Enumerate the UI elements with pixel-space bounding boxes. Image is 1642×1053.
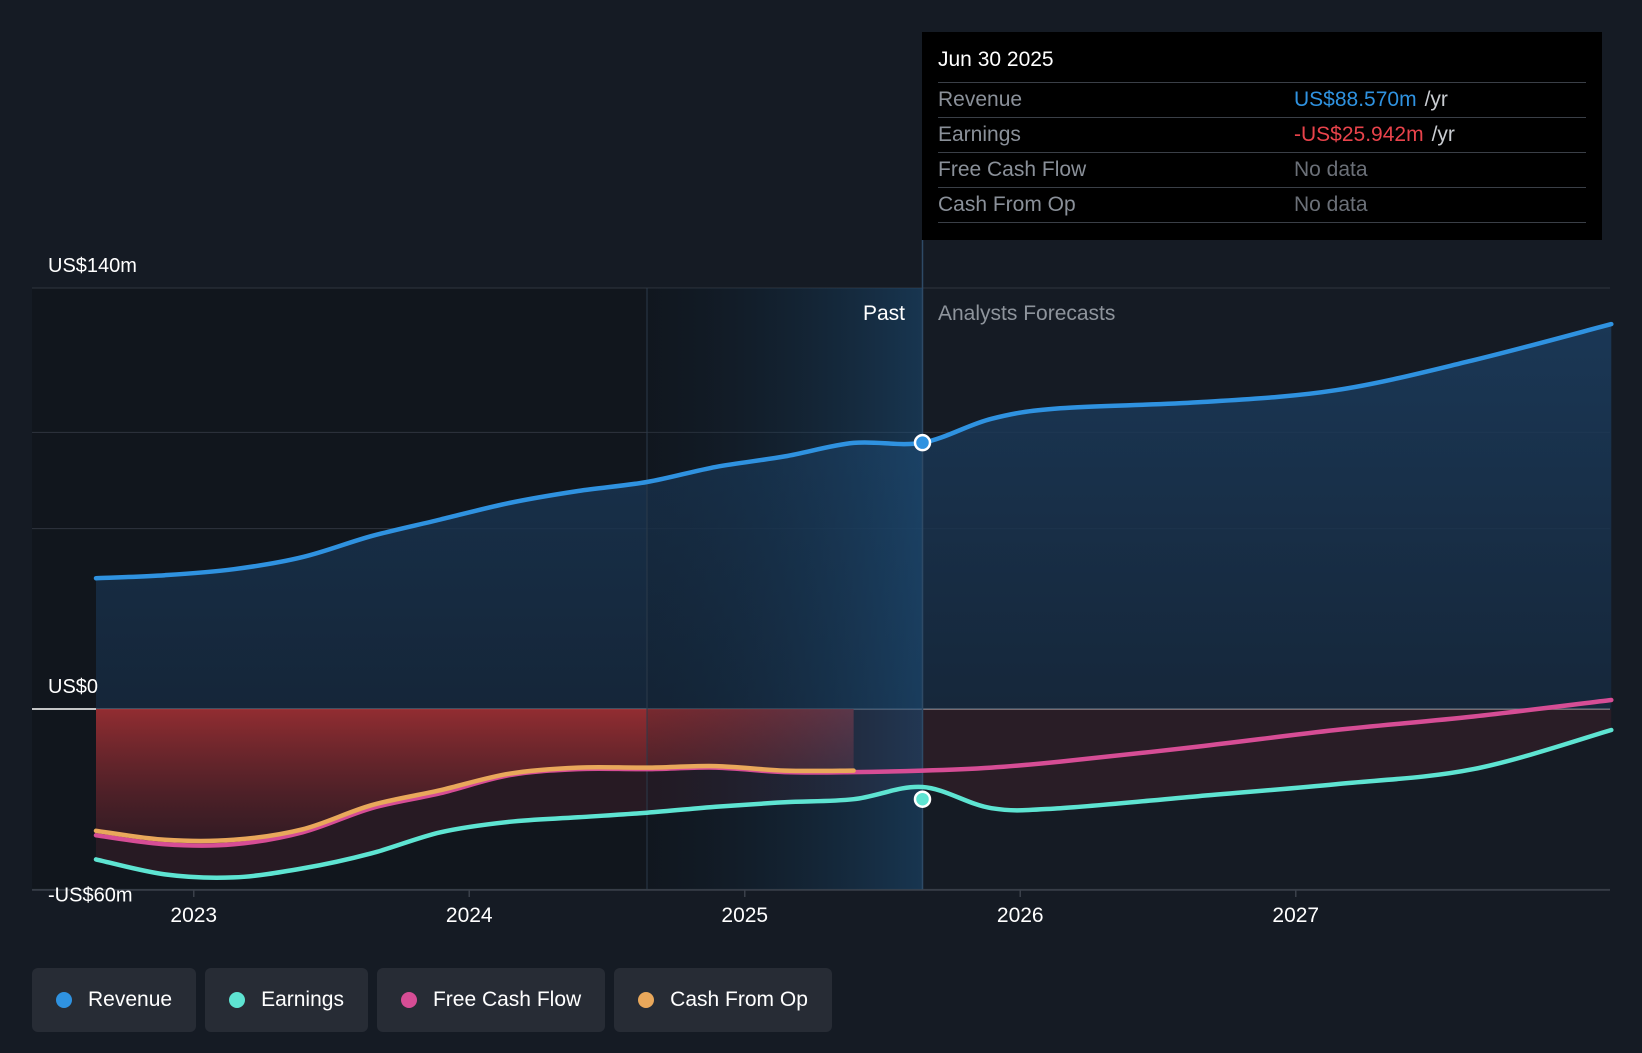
tooltip-unit: /yr	[1424, 88, 1448, 111]
tooltip-key: Earnings	[938, 123, 1021, 146]
x-tick-label: 2023	[170, 904, 217, 927]
tooltip-row-revenue: Revenue US$88.570m /yr	[938, 83, 1586, 118]
tooltip-row-free-cash-flow: Free Cash Flow No data	[938, 153, 1586, 188]
revenue-today-marker	[913, 433, 932, 452]
tooltip-date: Jun 30 2025	[938, 46, 1586, 83]
legend-item-cash-from-op[interactable]: Cash From Op	[614, 968, 832, 1032]
tooltip-value: US$88.570m	[1294, 88, 1417, 111]
tooltip-key: Free Cash Flow	[938, 158, 1087, 181]
y-axis-label: US$140m	[48, 255, 137, 277]
legend: Revenue Earnings Free Cash Flow Cash Fro…	[32, 968, 832, 1032]
y-axis-labels: US$140m US$0 -US$60m	[48, 255, 137, 906]
highlight-band	[647, 288, 923, 890]
y-axis-label: -US$60m	[48, 884, 132, 906]
highlight-region	[646, 240, 924, 890]
tooltip-unit: /yr	[1431, 123, 1455, 146]
legend-dot-icon	[638, 992, 655, 1008]
series-lines	[93, 321, 1614, 881]
x-tick-label: 2027	[1272, 904, 1319, 927]
tooltip-row-cash-from-op: Cash From Op No data	[938, 188, 1586, 223]
tooltip-value: -US$25.942m	[1294, 123, 1424, 146]
series-line-revenue	[93, 321, 1614, 581]
legend-label: Cash From Op	[670, 988, 808, 1011]
x-tick-label: 2024	[446, 904, 493, 927]
x-axis: 2023 2024 2025 2026 2027	[32, 889, 1610, 927]
tooltip-key: Cash From Op	[938, 193, 1076, 216]
tooltip-value: No data	[1294, 193, 1368, 216]
x-tick-label: 2026	[997, 904, 1044, 927]
tooltip-row-earnings: Earnings -US$25.942m /yr	[938, 118, 1586, 153]
tooltip-key: Revenue	[938, 88, 1023, 111]
legend-label: Revenue	[88, 988, 173, 1011]
series-line-earnings	[93, 727, 1614, 881]
forecast-label: Analysts Forecasts	[938, 302, 1115, 325]
past-label: Past	[863, 302, 905, 325]
series-line-cash-from-op	[93, 763, 856, 844]
y-axis-label: US$0	[48, 676, 98, 698]
x-tick-label: 2025	[721, 904, 768, 927]
legend-item-earnings[interactable]: Earnings	[205, 968, 368, 1032]
legend-label: Free Cash Flow	[432, 988, 582, 1011]
legend-label: Earnings	[261, 988, 344, 1011]
tooltip-panel: Jun 30 2025 Revenue US$88.570m /yr Earni…	[922, 32, 1602, 240]
legend-dot-icon	[56, 992, 72, 1008]
legend-item-free-cash-flow[interactable]: Free Cash Flow	[376, 968, 606, 1032]
legend-item-revenue[interactable]: Revenue	[32, 968, 197, 1032]
today-markers	[913, 433, 932, 808]
legend-dot-icon	[400, 992, 417, 1008]
earnings-today-marker	[913, 790, 932, 808]
tooltip-value: No data	[1294, 158, 1368, 181]
legend-dot-icon	[229, 992, 246, 1008]
